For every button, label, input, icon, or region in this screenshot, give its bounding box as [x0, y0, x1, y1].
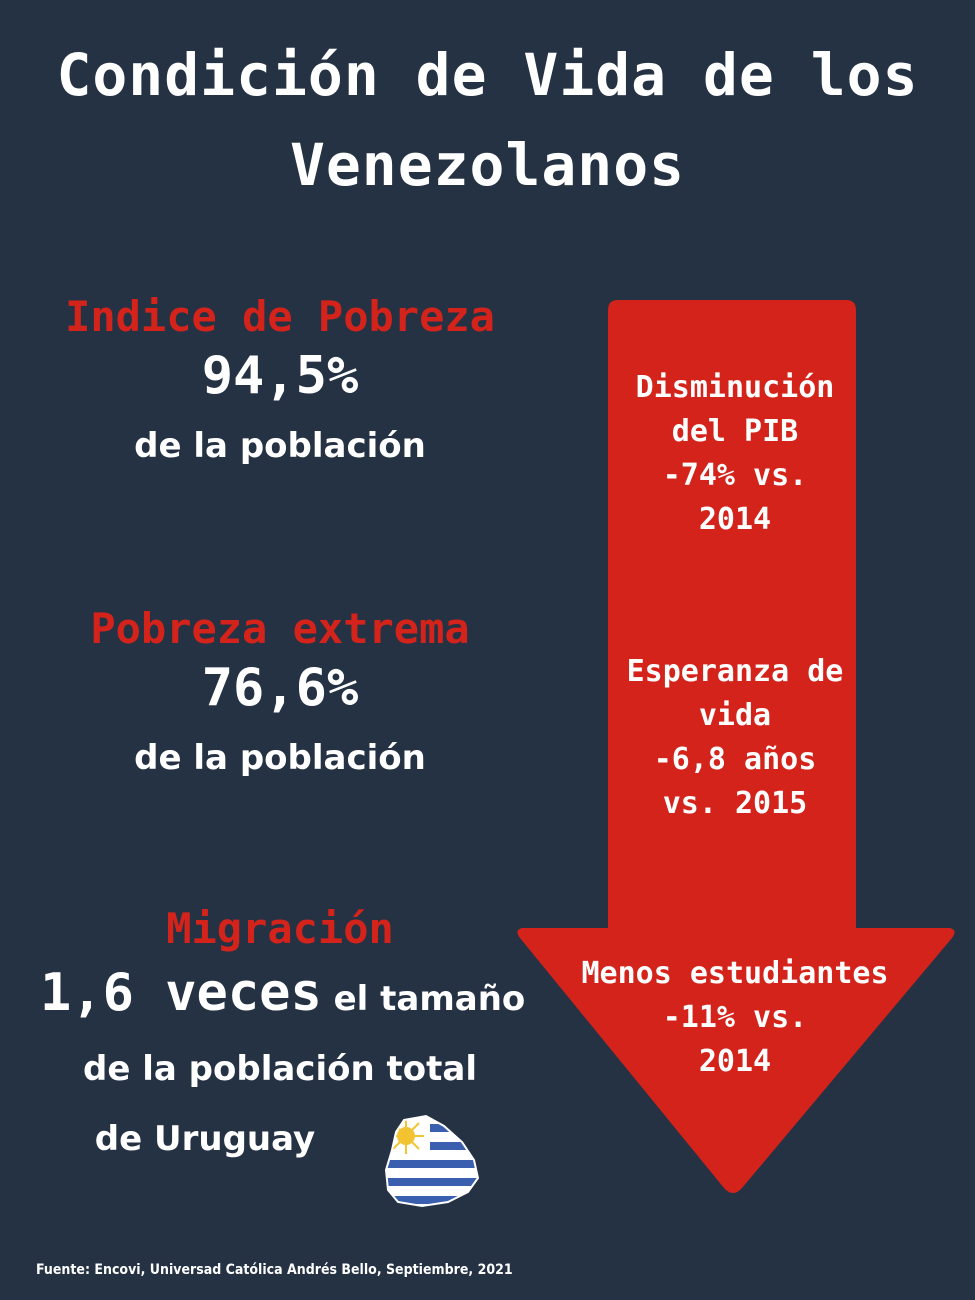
migration-line-1-rest: el tamaño — [333, 979, 526, 1019]
students-line-1: Menos estudiantes — [581, 956, 889, 991]
poverty-heading: Indice de Pobreza — [65, 292, 495, 341]
migration-section: Migración 1,6 veces el tamaño de la pobl… — [40, 900, 525, 1174]
life-line-4: vs. 2015 — [662, 786, 808, 821]
students-line-3: 2014 — [698, 1044, 772, 1079]
students-stat: Menos estudiantes -11% vs. 2014 — [560, 952, 910, 1084]
migration-line-3: de Uruguay — [94, 1119, 316, 1159]
poverty-value: 94,5% — [201, 346, 359, 406]
title-line-1: Condición de Vida de los — [56, 41, 919, 109]
pib-stat: Disminución del PIB -74% vs. 2014 — [560, 366, 910, 542]
source-footer: Fuente: Encovi, Universad Católica André… — [36, 1262, 513, 1278]
life-line-3: -6,8 años — [653, 742, 817, 777]
extreme-value: 76,6% — [201, 658, 359, 718]
life-line-1: Esperanza de — [626, 654, 844, 689]
uruguay-map-icon — [384, 1114, 480, 1208]
pib-line-4: 2014 — [698, 502, 772, 537]
students-line-2: -11% vs. — [662, 1000, 808, 1035]
page-title: Condición de Vida de los Venezolanos — [0, 30, 975, 210]
pib-line-3: -74% vs. — [662, 458, 808, 493]
extreme-heading: Pobreza extrema — [90, 604, 470, 653]
extreme-poverty-section: Pobreza extrema 76,6% de la población — [40, 602, 520, 790]
migration-line-1: 1,6 veces el tamaño — [40, 958, 525, 1034]
pib-line-1: Disminución — [635, 370, 835, 405]
life-expectancy-stat: Esperanza de vida -6,8 años vs. 2015 — [560, 650, 910, 826]
pib-line-2: del PIB — [671, 414, 799, 449]
migration-line-2: de la población total — [83, 1049, 477, 1089]
extreme-sub: de la población — [134, 738, 426, 778]
poverty-section: Indice de Pobreza 94,5% de la población — [40, 290, 520, 478]
title-line-2: Venezolanos — [289, 131, 686, 199]
migration-heading: Migración — [166, 904, 394, 953]
migration-value: 1,6 veces — [40, 963, 322, 1023]
poverty-sub: de la población — [134, 426, 426, 466]
life-line-2: vida — [698, 698, 772, 733]
